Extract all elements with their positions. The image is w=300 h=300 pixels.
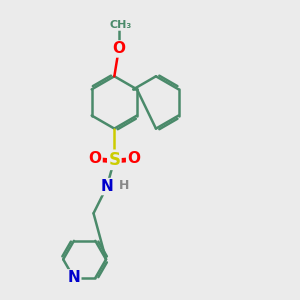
Text: H: H [119, 179, 129, 192]
Text: N: N [68, 270, 80, 285]
Text: O: O [112, 41, 125, 56]
Text: O: O [127, 151, 140, 166]
Text: N: N [100, 179, 113, 194]
Text: CH₃: CH₃ [109, 20, 131, 30]
Text: O: O [88, 151, 101, 166]
Text: S: S [108, 151, 120, 169]
